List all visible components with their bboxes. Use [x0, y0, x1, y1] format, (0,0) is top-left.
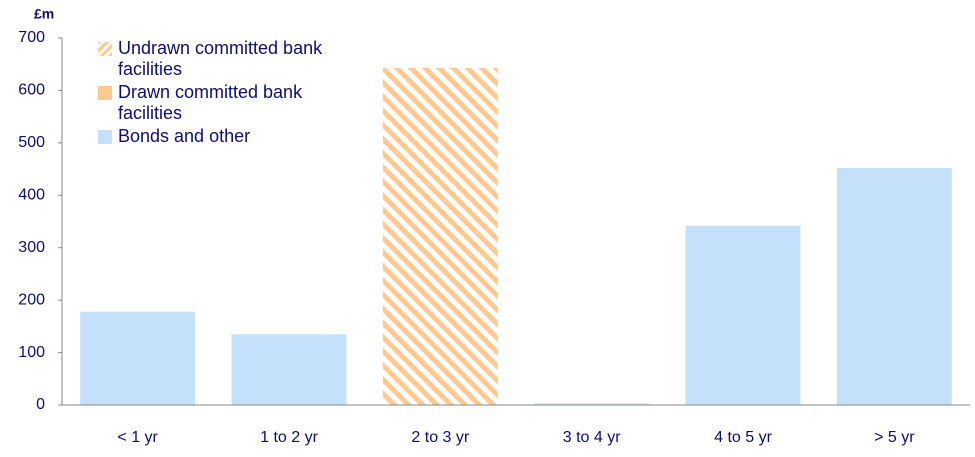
bar-segment	[382, 67, 498, 406]
x-tick-label: 1 to 2 yr	[260, 429, 318, 446]
y-tick-label: 0	[36, 396, 45, 413]
y-tick-label: 300	[18, 239, 45, 256]
legend-label: Drawn committed bank facilities	[118, 82, 303, 123]
legend-swatch	[98, 86, 112, 100]
x-tick-label: > 5 yr	[874, 429, 915, 446]
legend-label: Undrawn committed bank facilities	[118, 38, 323, 79]
y-tick-label: 600	[18, 82, 45, 99]
x-tick-label: < 1 yr	[117, 429, 158, 446]
y-tick-label: 100	[18, 344, 45, 361]
y-tick-label: 400	[18, 187, 45, 204]
x-tick-label: 3 to 4 yr	[563, 429, 621, 446]
legend-swatch	[98, 42, 112, 56]
bar-segment	[534, 403, 650, 405]
y-tick-label: 700	[18, 29, 45, 46]
legend-item: Bonds and other	[98, 126, 348, 147]
x-tick-label: 2 to 3 yr	[411, 429, 469, 446]
y-tick-label: 200	[18, 291, 45, 308]
bar-segment	[231, 334, 347, 405]
y-tick-label: 500	[18, 134, 45, 151]
bar-segment	[836, 168, 952, 405]
bar-segment	[80, 311, 196, 405]
y-axis-label: £m	[34, 6, 54, 22]
legend-swatch	[98, 130, 112, 144]
legend-item: Undrawn committed bank facilities	[98, 38, 348, 80]
legend: Undrawn committed bank facilities Drawn c…	[98, 38, 348, 149]
legend-label: Bonds and other	[118, 126, 251, 146]
bar-segment	[685, 225, 801, 405]
x-tick-label: 4 to 5 yr	[714, 429, 772, 446]
legend-item: Drawn committed bank facilities	[98, 82, 348, 124]
